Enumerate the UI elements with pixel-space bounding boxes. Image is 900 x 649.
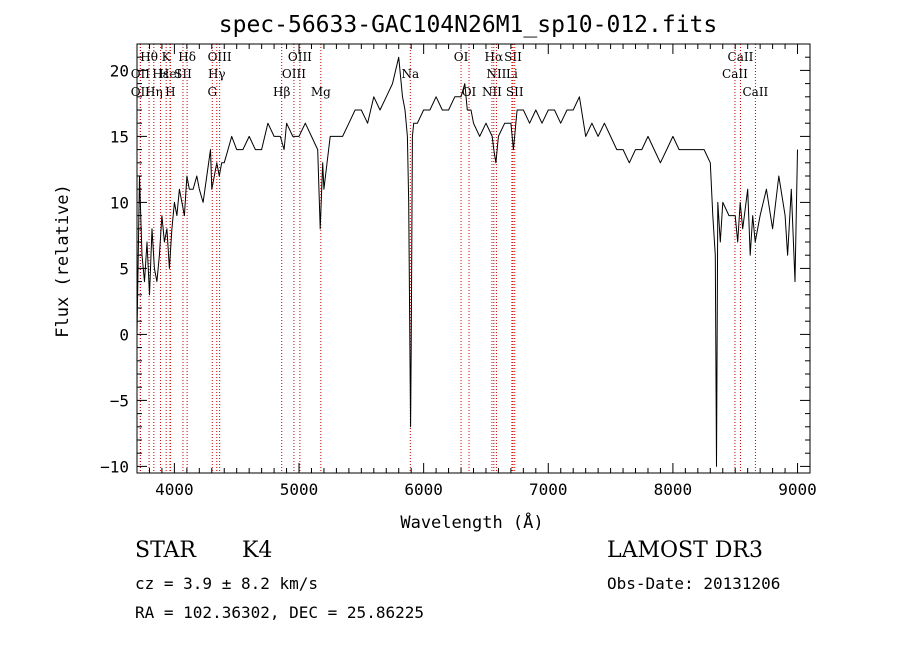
marker-label-14: OIII bbox=[282, 67, 306, 81]
y-tick-label-15: 15 bbox=[110, 127, 129, 146]
y-tick-label--10: −10 bbox=[100, 457, 129, 476]
spectral-subclass: K4 bbox=[242, 538, 273, 563]
marker-label-3: K bbox=[162, 50, 172, 64]
marker-label-2: OII bbox=[131, 85, 151, 99]
marker-label-8: SII bbox=[174, 67, 192, 81]
x-axis-label: Wavelength (Å) bbox=[400, 511, 543, 533]
x-tick-label-6000: 6000 bbox=[404, 480, 443, 499]
x-tick-label-9000: 9000 bbox=[778, 480, 817, 499]
marker-label-23: Li bbox=[506, 67, 518, 81]
chart-title: spec-56633-GAC104N26M1_sp10-012.fits bbox=[219, 12, 718, 38]
marker-label-21: SII bbox=[504, 50, 522, 64]
axis-layer: 4000 5000 6000 7000 8000 9000 −10 −5 0 5 10 15 20 bbox=[100, 43, 817, 499]
marker-label-15: Hβ bbox=[273, 85, 290, 99]
y-tick-label-20: 20 bbox=[110, 61, 129, 80]
y-tick-label-10: 10 bbox=[110, 193, 129, 212]
marker-label-6: Hδ bbox=[178, 50, 196, 64]
marker-label-16: Mg bbox=[311, 85, 331, 99]
coordinates-readout: RA = 102.36302, DEC = 25.86225 bbox=[135, 603, 424, 622]
marker-label-20: Hα bbox=[485, 50, 504, 64]
marker-label-28: CaII bbox=[742, 85, 768, 99]
observation-date: Obs-Date: 20131206 bbox=[607, 574, 781, 593]
x-tick-label-4000: 4000 bbox=[155, 480, 194, 499]
marker-label-26: CaII bbox=[728, 50, 754, 64]
marker-label-9: H bbox=[165, 85, 175, 99]
y-tick-label-0: 0 bbox=[119, 325, 129, 344]
object-type: STAR bbox=[135, 538, 196, 563]
series-layer bbox=[136, 56, 798, 467]
marker-label-0: Hθ bbox=[140, 50, 158, 64]
y-tick-label--5: −5 bbox=[110, 391, 129, 410]
plot-frame bbox=[136, 43, 811, 474]
y-axis-label: Flux (relative) bbox=[53, 184, 73, 338]
redshift-readout: cz = 3.9 ± 8.2 km/s bbox=[135, 574, 319, 593]
marker-label-4: Hε bbox=[152, 67, 169, 81]
marker-label-22: NII bbox=[486, 67, 506, 81]
survey-name: LAMOST DR3 bbox=[607, 538, 763, 563]
marker-label-18: OI bbox=[454, 50, 469, 64]
series-line-flux bbox=[136, 56, 798, 467]
y-tick-label-5: 5 bbox=[119, 259, 129, 278]
marker-label-13: OIII bbox=[288, 50, 312, 64]
marker-label-24: NII bbox=[482, 85, 502, 99]
marker-label-12: G bbox=[207, 85, 217, 99]
x-tick-label-5000: 5000 bbox=[280, 480, 319, 499]
marker-label-5: Hη bbox=[145, 85, 163, 99]
x-tick-label-8000: 8000 bbox=[654, 480, 693, 499]
x-tick-label-7000: 7000 bbox=[529, 480, 568, 499]
marker-label-25: SII bbox=[506, 85, 524, 99]
marker-label-10: OIII bbox=[208, 50, 232, 64]
marker-label-11: Hγ bbox=[208, 67, 226, 81]
marker-label-27: CaII bbox=[722, 67, 748, 81]
marker-label-17: Na bbox=[401, 67, 419, 81]
